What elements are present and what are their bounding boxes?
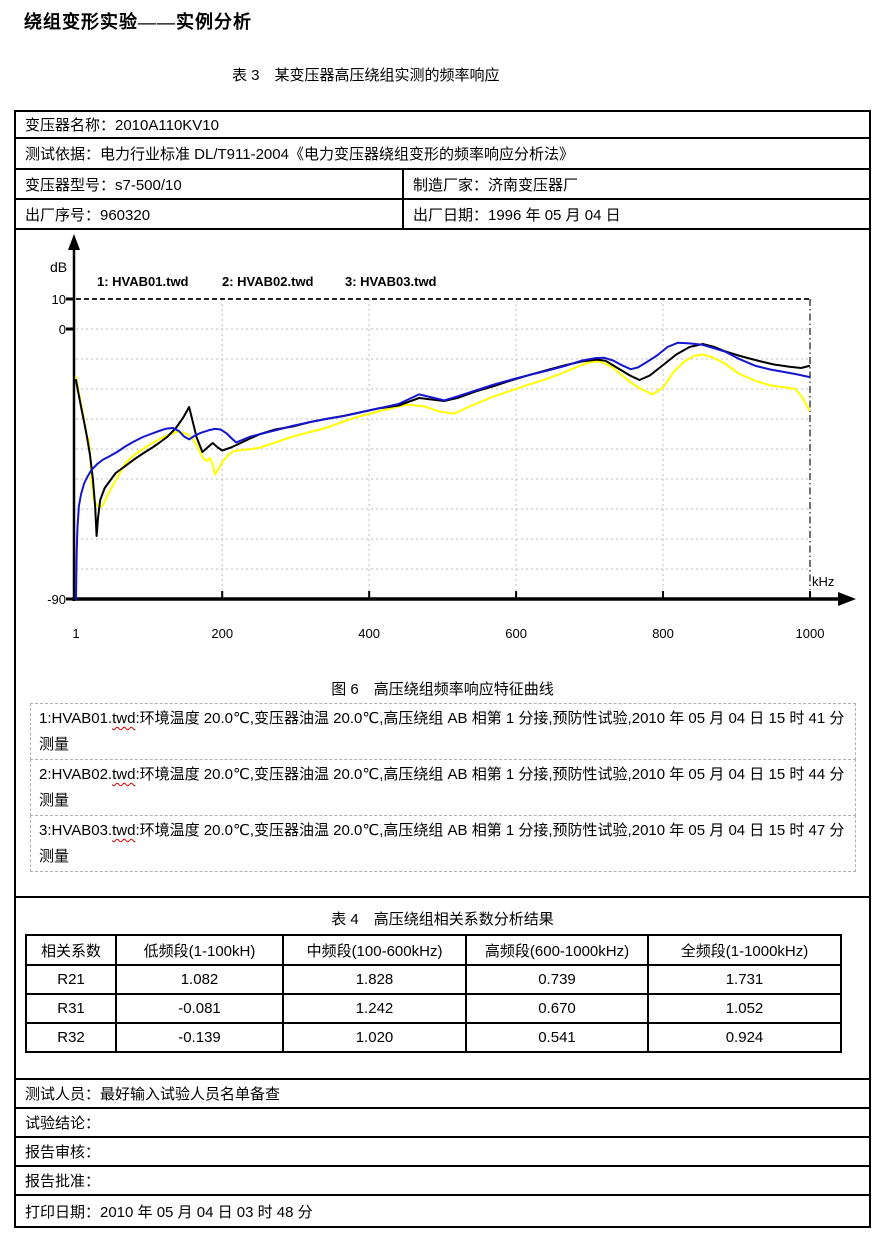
misspelled-word: twd xyxy=(112,766,136,783)
model-manufacturer-row: 变压器型号：s7-500/10 制造厂家：济南变压器厂 xyxy=(16,170,869,200)
curve-hvab03 xyxy=(75,341,811,600)
note-body: :环境温度 20.0℃,变压器油温 20.0℃,高压绕组 AB 相第 1 分接,… xyxy=(39,766,845,809)
chart-cell: 1 200 400 600 800 1000 10 0 -90 dB kHz 1: HVAB01.tw… xyxy=(16,230,869,898)
legend-item: 1: HVAB01.twd xyxy=(97,274,189,289)
tester: 测试人员：最好输入试验人员名单备查 xyxy=(25,1086,281,1103)
review-row: 报告审核： xyxy=(16,1138,869,1167)
conclusion: 试验结论： xyxy=(25,1115,101,1132)
print-date-row: 打印日期：2010 年 05 月 04 日 03 时 48 分 xyxy=(16,1196,869,1226)
test-standard: 测试依据：电力行业标准 DL/T911-2004《电力变压器绕组变形的频率响应分… xyxy=(25,146,574,163)
curve-hvab02 xyxy=(75,353,811,509)
transformer-model: 变压器型号：s7-500/10 xyxy=(25,176,182,194)
note-body: :环境温度 20.0℃,变压器油温 20.0℃,高压绕组 AB 相第 1 分接,… xyxy=(39,710,845,753)
correlation-row: R32 -0.139 1.020 0.541 0.924 xyxy=(25,1022,842,1053)
x-tick-label: 600 xyxy=(505,626,527,641)
y-tick-label: -90 xyxy=(47,592,66,607)
correlation-header-cell: 中频段(100-600kHz) xyxy=(282,934,467,966)
correlation-cell: 1.828 xyxy=(282,964,467,995)
correlation-header-cell: 相关系数 xyxy=(25,934,117,966)
note-prefix: 3:HVAB03. xyxy=(39,822,113,839)
x-axis-arrow xyxy=(838,592,856,606)
frequency-response-chart: 1 200 400 600 800 1000 10 0 -90 dB kHz 1: HVAB01.tw… xyxy=(47,234,856,641)
misspelled-word: twd xyxy=(112,822,136,839)
correlation-cell: 0.924 xyxy=(647,1022,842,1053)
note-body: :环境温度 20.0℃,变压器油温 20.0℃,高压绕组 AB 相第 1 分接,… xyxy=(39,822,845,865)
correlation-cell: R31 xyxy=(25,993,117,1024)
table4-caption: 表 4 高压绕组相关系数分析结果 xyxy=(331,911,554,928)
report-table: 变压器名称：2010A110KV10 测试依据：电力行业标准 DL/T911-2… xyxy=(14,110,871,1228)
print-date: 打印日期：2010 年 05 月 04 日 03 时 48 分 xyxy=(25,1203,313,1221)
correlation-cell: 1.020 xyxy=(282,1022,467,1053)
review: 报告审核： xyxy=(25,1144,101,1161)
transformer-name: 变压器名称：2010A110KV10 xyxy=(25,117,219,134)
correlation-table: 相关系数 低频段(1-100kH) 中频段(100-600kHz) 高频段(600-1… xyxy=(25,934,842,1053)
y-axis-unit-label: dB xyxy=(50,259,67,275)
correlation-row: R21 1.082 1.828 0.739 1.731 xyxy=(25,964,842,995)
correlation-cell: R32 xyxy=(25,1022,117,1053)
table3-caption: 表 3 某变压器高压绕组实测的频率响应 xyxy=(232,67,500,84)
legend-item: 2: HVAB02.twd xyxy=(222,274,314,289)
approval: 报告批准： xyxy=(25,1173,101,1190)
y-tick-label: 0 xyxy=(59,322,66,337)
x-tick-label: 800 xyxy=(652,626,674,641)
correlation-cell: 0.670 xyxy=(465,993,649,1024)
misspelled-word: twd xyxy=(112,710,136,727)
correlation-body: R21 1.082 1.828 0.739 1.731 R31 -0.081 1.242 0.6… xyxy=(25,964,842,1053)
serial-date-row: 出厂序号：960320 出厂日期：1996 年 05 月 04 日 xyxy=(16,200,869,230)
correlation-head: 相关系数 低频段(1-100kH) 中频段(100-600kHz) 高频段(600-1… xyxy=(25,934,842,966)
correlation-cell: 0.541 xyxy=(465,1022,649,1053)
measurement-note-1: 1:HVAB01.twd:环境温度 20.0℃,变压器油温 20.0℃,高压绕组… xyxy=(30,703,856,760)
transformer-name-row: 变压器名称：2010A110KV10 xyxy=(16,112,869,139)
correlation-cell: -0.081 xyxy=(115,993,284,1024)
x-axis-unit-label: kHz xyxy=(812,574,834,589)
note-prefix: 1:HVAB01. xyxy=(39,710,113,727)
correlation-row: R31 -0.081 1.242 0.670 1.052 xyxy=(25,993,842,1024)
curve-hvab01 xyxy=(75,343,811,537)
measurement-note-2: 2:HVAB02.twd:环境温度 20.0℃,变压器油温 20.0℃,高压绕组… xyxy=(30,759,856,816)
correlation-cell: R21 xyxy=(25,964,117,995)
legend-item: 3: HVAB03.twd xyxy=(345,274,437,289)
figure6-caption: 图 6 高压绕组频率响应特征曲线 xyxy=(331,681,554,698)
correlation-cell: -0.139 xyxy=(115,1022,284,1053)
correlation-header-cell: 低频段(1-100kH) xyxy=(115,934,284,966)
correlation-cell: 1.052 xyxy=(647,993,842,1024)
serial-number: 出厂序号：960320 xyxy=(25,206,151,224)
y-tick-label: 10 xyxy=(52,292,66,307)
correlation-header-cell: 高频段(600-1000kHz) xyxy=(465,934,649,966)
x-tick-label: 400 xyxy=(358,626,380,641)
factory-date: 出厂日期：1996 年 05 月 04 日 xyxy=(402,200,869,228)
page-title: 绕组变形实验——实例分析 xyxy=(24,12,252,32)
x-tick-label: 1000 xyxy=(796,626,825,641)
x-tick-label: 1 xyxy=(72,626,79,641)
y-axis-arrow xyxy=(68,234,80,250)
approval-row: 报告批准： xyxy=(16,1167,869,1196)
tester-row: 测试人员：最好输入试验人员名单备查 xyxy=(16,1080,869,1109)
correlation-cell: 1.082 xyxy=(115,964,284,995)
correlation-cell: 1.242 xyxy=(282,993,467,1024)
correlation-cell: 1.731 xyxy=(647,964,842,995)
test-standard-row: 测试依据：电力行业标准 DL/T911-2004《电力变压器绕组变形的频率响应分… xyxy=(16,139,869,170)
manufacturer: 制造厂家：济南变压器厂 xyxy=(402,170,869,198)
conclusion-row: 试验结论： xyxy=(16,1109,869,1138)
x-tick-label: 200 xyxy=(211,626,233,641)
measurement-note-3: 3:HVAB03.twd:环境温度 20.0℃,变压器油温 20.0℃,高压绕组… xyxy=(30,815,856,872)
note-prefix: 2:HVAB02. xyxy=(39,766,113,783)
table4-cell: 表 4 高压绕组相关系数分析结果 相关系数 低频段(1-100kH) 中频段(100… xyxy=(16,898,869,1080)
correlation-header-cell: 全频段(1-1000kHz) xyxy=(647,934,842,966)
correlation-cell: 0.739 xyxy=(465,964,649,995)
